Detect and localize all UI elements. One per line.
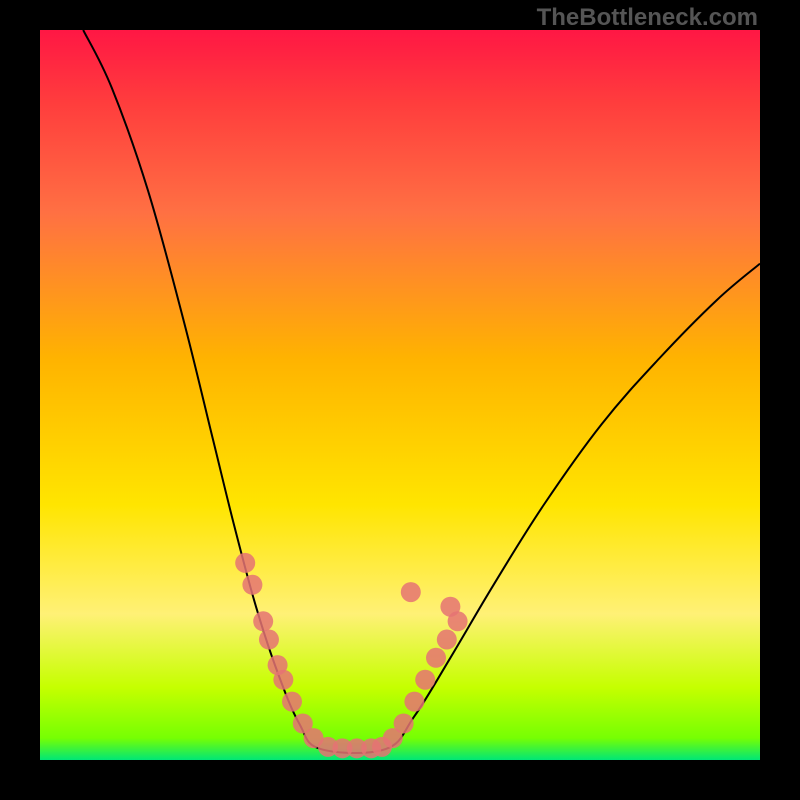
plot-background	[40, 30, 760, 760]
curve-marker	[282, 692, 302, 712]
curve-marker	[440, 597, 460, 617]
curve-marker	[426, 648, 446, 668]
curve-marker	[253, 611, 273, 631]
bottleneck-chart-svg	[0, 0, 800, 800]
curve-marker	[242, 575, 262, 595]
curve-marker	[437, 630, 457, 650]
curve-marker	[401, 582, 421, 602]
curve-marker	[404, 692, 424, 712]
chart-container: TheBottleneck.com	[0, 0, 800, 800]
curve-marker	[415, 670, 435, 690]
curve-marker	[259, 630, 279, 650]
curve-marker	[394, 714, 414, 734]
curve-marker	[273, 670, 293, 690]
curve-marker	[235, 553, 255, 573]
